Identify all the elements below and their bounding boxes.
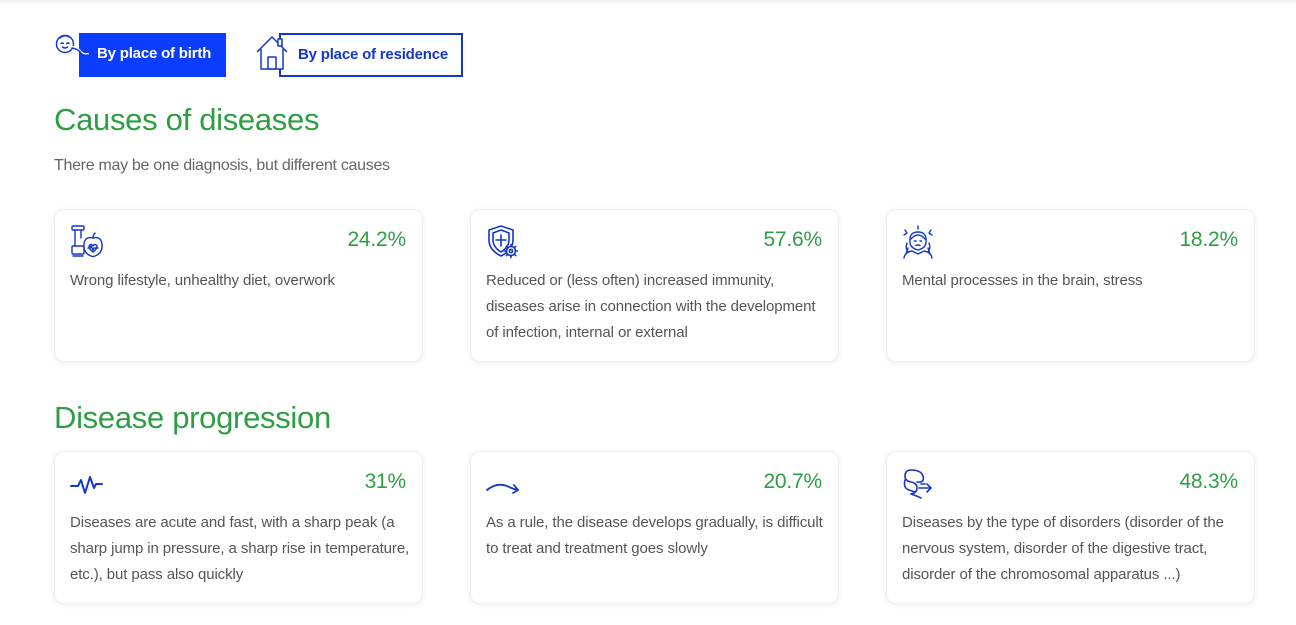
card-percent: 31% bbox=[364, 470, 407, 493]
card-description: Diseases are acute and fast, with a shar… bbox=[70, 514, 410, 583]
pulse-icon bbox=[70, 476, 103, 494]
immunity-shield-icon bbox=[488, 225, 519, 259]
stress-head-icon bbox=[903, 225, 933, 259]
card-description: Wrong lifestyle, unhealthy diet, overwor… bbox=[70, 272, 335, 289]
tab-label-birth: By place of birth bbox=[97, 45, 212, 62]
tab-by-place-of-residence[interactable]: By place of residence bbox=[255, 33, 463, 77]
progression-card-disorders: 48.3% Diseases by the type of disorders … bbox=[886, 451, 1255, 604]
lifestyle-icon bbox=[71, 225, 103, 258]
card-description: Diseases by the type of disorders (disor… bbox=[902, 514, 1224, 583]
gradual-arrow-icon bbox=[486, 483, 519, 494]
causes-subtitle: There may be one diagnosis, but differen… bbox=[54, 157, 390, 174]
card-percent: 18.2% bbox=[1179, 228, 1238, 251]
tab-outline bbox=[279, 33, 463, 77]
progression-card-gradual: 20.7% As a rule, the disease develops gr… bbox=[470, 451, 839, 604]
top-shadow bbox=[0, 0, 1296, 6]
cause-card-lifestyle: 24.2% Wrong lifestyle, unhealthy diet, o… bbox=[54, 209, 423, 362]
causes-title: Causes of diseases bbox=[54, 102, 320, 137]
baby-icon bbox=[55, 34, 89, 56]
tab-label-residence: By place of residence bbox=[298, 46, 449, 63]
card-percent: 20.7% bbox=[763, 470, 822, 493]
progression-title: Disease progression bbox=[54, 400, 331, 435]
progression-card-acute: 31% Diseases are acute and fast, with a … bbox=[54, 451, 423, 604]
card-description: Reduced or (less often) increased immuni… bbox=[486, 272, 816, 341]
card-description: As a rule, the disease develops graduall… bbox=[486, 514, 823, 557]
tab-by-place-of-birth[interactable]: By place of birth bbox=[54, 33, 226, 77]
card-percent: 57.6% bbox=[763, 228, 822, 251]
house-icon bbox=[256, 36, 288, 70]
card-percent: 48.3% bbox=[1179, 470, 1238, 493]
card-description: Mental processes in the brain, stress bbox=[902, 272, 1143, 289]
cause-card-immunity: 57.6% Reduced or (less often) increased … bbox=[470, 209, 839, 362]
cause-card-stress: 18.2% Mental processes in the brain, str… bbox=[886, 209, 1255, 362]
tab-active-background bbox=[79, 33, 226, 77]
card-percent: 24.2% bbox=[347, 228, 406, 251]
digestive-tract-icon bbox=[903, 469, 932, 499]
